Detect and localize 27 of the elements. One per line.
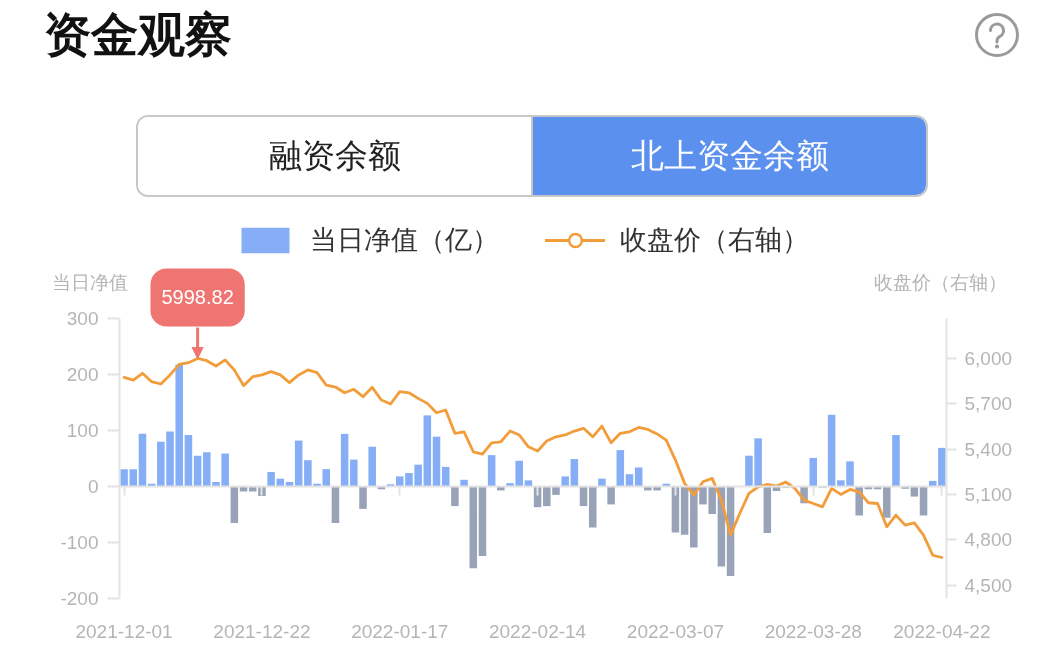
- y2-tick-label: 6,000: [964, 347, 1013, 369]
- y2-axis-title: 收盘价（右轴）: [874, 272, 1007, 293]
- x-tick-label: 2022-03-07: [626, 620, 725, 642]
- x-tick-label: 2022-03-28: [764, 620, 862, 642]
- y2-tick-label: 4,500: [964, 574, 1013, 596]
- y-tick-label: 200: [66, 364, 99, 385]
- x-tick-label: 2021-12-01: [75, 620, 173, 642]
- tab: 北上资金余额: [533, 117, 926, 195]
- y2-tick-label: 5,400: [964, 438, 1013, 460]
- y-tick-label: 300: [66, 308, 99, 329]
- x-tick-label: 2021-12-22: [213, 620, 311, 642]
- data-label: 5998.82: [161, 286, 234, 309]
- chart-title: 资金观察: [44, 7, 232, 63]
- y2-tick-label: 4,800: [964, 529, 1013, 551]
- y2-tick-label: 5,700: [964, 393, 1013, 415]
- y-tick-label: -200: [60, 588, 99, 609]
- legend-label: 收盘价（右轴）: [620, 224, 809, 257]
- y-axis-title: 当日净值: [51, 272, 128, 293]
- x-tick-label: 2022-02-14: [489, 620, 587, 642]
- y-tick-label: -100: [60, 532, 99, 553]
- tab: 融资余额: [138, 117, 533, 195]
- y-tick-label: 0: [87, 476, 99, 497]
- y2-tick-label: 5,100: [964, 483, 1013, 505]
- x-tick-label: 2022-04-22: [893, 620, 991, 642]
- x-tick-label: 2022-01-17: [351, 620, 449, 642]
- y-tick-label: 100: [66, 420, 99, 441]
- legend-label: 当日净值（亿）: [310, 224, 499, 257]
